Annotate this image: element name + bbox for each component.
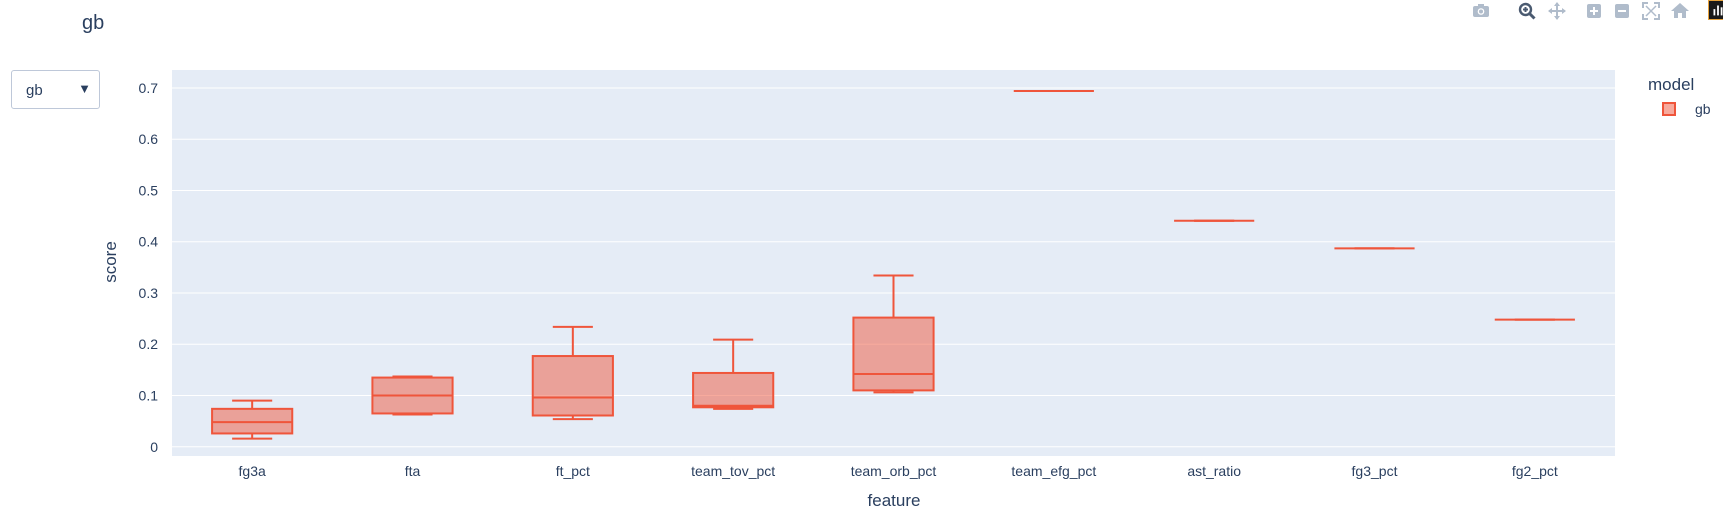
zoom-icon[interactable]: [1517, 1, 1537, 21]
x-tick-label: fg3a: [239, 463, 266, 479]
x-tick-labels: fg3a fta ft_pct team_tov_pct team_orb_pct tea…: [239, 463, 1558, 479]
y-tick-label: 0.4: [139, 234, 159, 250]
x-tick-label: team_tov_pct: [691, 463, 775, 479]
y-tick-label: 0: [150, 439, 158, 455]
legend-swatch: [1662, 102, 1676, 116]
x-tick-label: fg3_pct: [1352, 463, 1398, 479]
box-ft_pct[interactable]: [531, 325, 614, 421]
x-tick-label: fta: [405, 463, 421, 479]
camera-icon[interactable]: [1471, 1, 1491, 21]
box-team_tov_pct[interactable]: [692, 338, 775, 410]
y-axis-title: score: [101, 241, 120, 283]
pan-icon[interactable]: [1547, 1, 1567, 21]
legend-title: model: [1648, 75, 1695, 94]
autoscale-icon[interactable]: [1641, 1, 1661, 21]
x-tick-label: fg2_pct: [1512, 463, 1558, 479]
dropdown-arrow-icon: ▼: [78, 81, 91, 96]
box-team_orb_pct[interactable]: [852, 274, 935, 394]
box-body: [692, 371, 775, 409]
zoom-in-icon[interactable]: [1584, 1, 1604, 21]
box-body: [852, 316, 935, 392]
y-tick-label: 0.3: [139, 285, 159, 301]
legend-label: gb: [1695, 101, 1711, 117]
gridlines: [172, 87, 1615, 448]
box-body: [211, 407, 294, 435]
x-tick-label: team_efg_pct: [1011, 463, 1096, 479]
home-icon[interactable]: [1670, 1, 1690, 21]
y-tick-label: 0.7: [139, 80, 159, 96]
x-tick-label: ft_pct: [556, 463, 590, 479]
logo-icon: [1708, 0, 1723, 20]
model-dropdown[interactable]: gb ▼: [11, 70, 100, 109]
chart-title: gb: [82, 12, 105, 34]
x-tick-label: team_orb_pct: [851, 463, 937, 479]
y-tick-label: 0.1: [139, 388, 159, 404]
x-tick-label: ast_ratio: [1187, 463, 1241, 479]
box-fta[interactable]: [371, 375, 454, 416]
zoom-out-icon[interactable]: [1612, 1, 1632, 21]
modebar: [1463, 0, 1723, 22]
box-series-gb: [211, 90, 1575, 440]
box-body: [531, 355, 614, 417]
box-fg3a[interactable]: [211, 399, 294, 440]
dropdown-value: gb: [26, 82, 43, 99]
x-axis-title: feature: [868, 491, 921, 510]
y-tick-labels: 0 0.1 0.2 0.3 0.4 0.5 0.6 0.7: [139, 80, 159, 455]
y-tick-label: 0.6: [139, 131, 159, 147]
y-tick-label: 0.2: [139, 336, 159, 352]
y-tick-label: 0.5: [139, 182, 159, 198]
